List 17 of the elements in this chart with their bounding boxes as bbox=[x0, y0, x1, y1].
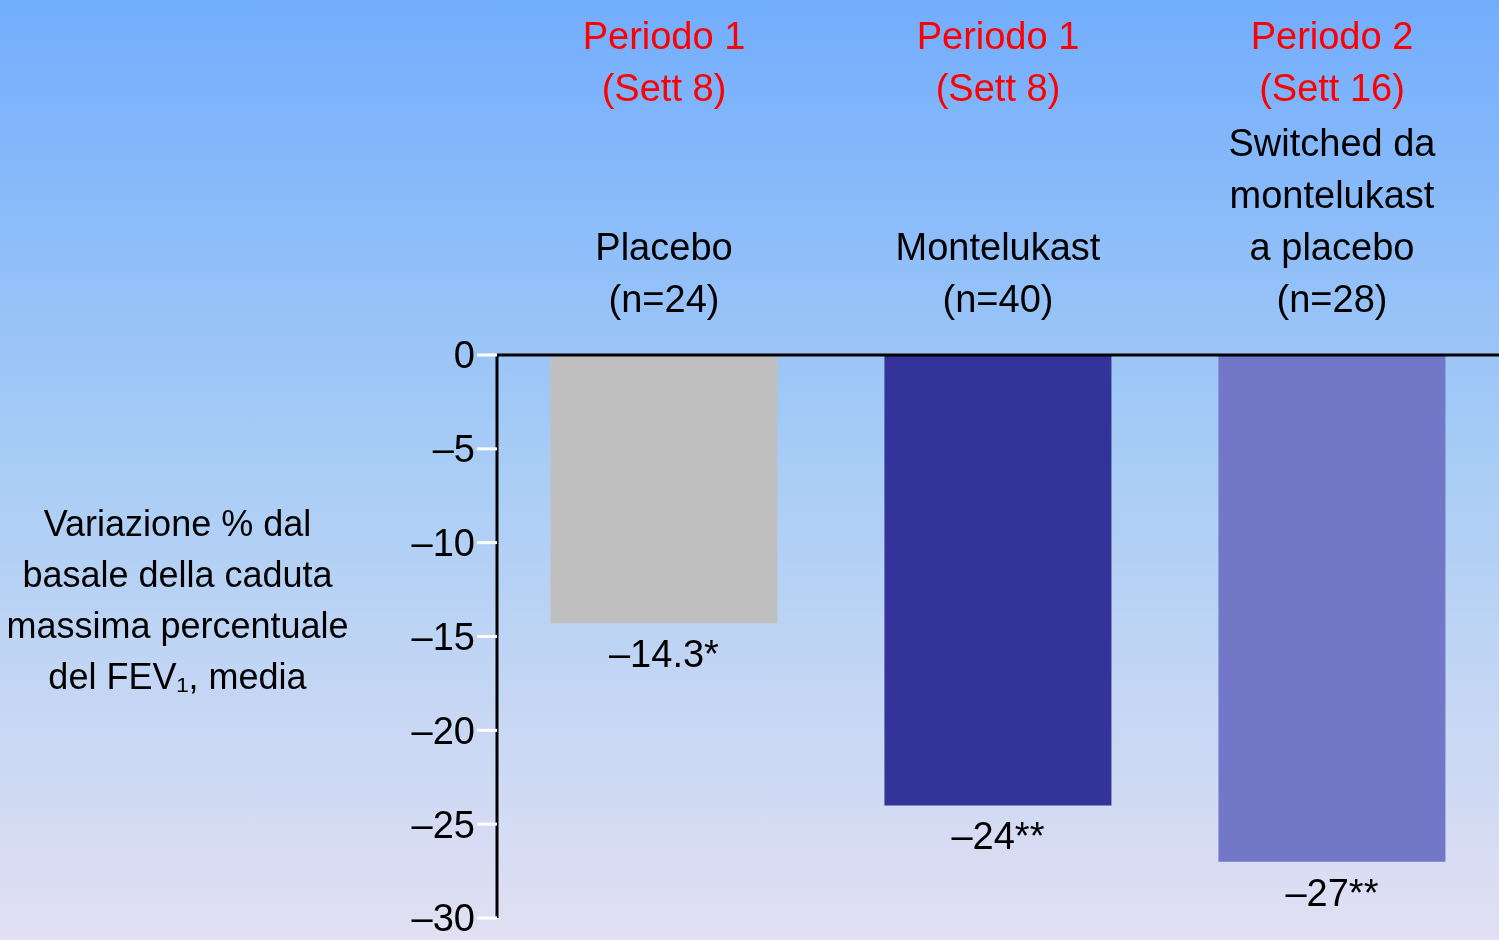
text: Periodo 2 (Sett 16) bbox=[1249, 14, 1415, 111]
y-tick-label: –25 bbox=[411, 803, 475, 846]
x-tick-label: Montelukast (n=40) bbox=[895, 226, 1101, 320]
y-tick-label: 0 bbox=[453, 334, 475, 377]
data-label: –24** bbox=[951, 815, 1045, 858]
text: Periodo 1 (Sett 8) bbox=[915, 14, 1081, 111]
text: Periodo 1 (Sett 8) bbox=[581, 14, 747, 111]
x-tick-label: Switched da montelukast a placebo (n=28) bbox=[1228, 122, 1437, 320]
y-tick-label: –15 bbox=[411, 615, 475, 658]
y-axis-title: Variazione % dal basale della caduta massima percentuale del FEV₁, media bbox=[5, 502, 350, 699]
y-tick-label: –30 bbox=[411, 897, 475, 940]
y-tick-label: –10 bbox=[411, 522, 475, 565]
y-tick-label: –5 bbox=[432, 428, 475, 471]
data-label: –14.3* bbox=[608, 633, 720, 676]
x-tick-label: Placebo (n=24) bbox=[595, 226, 733, 320]
data-label: –27** bbox=[1285, 871, 1379, 914]
y-tick-label: –20 bbox=[411, 709, 475, 752]
